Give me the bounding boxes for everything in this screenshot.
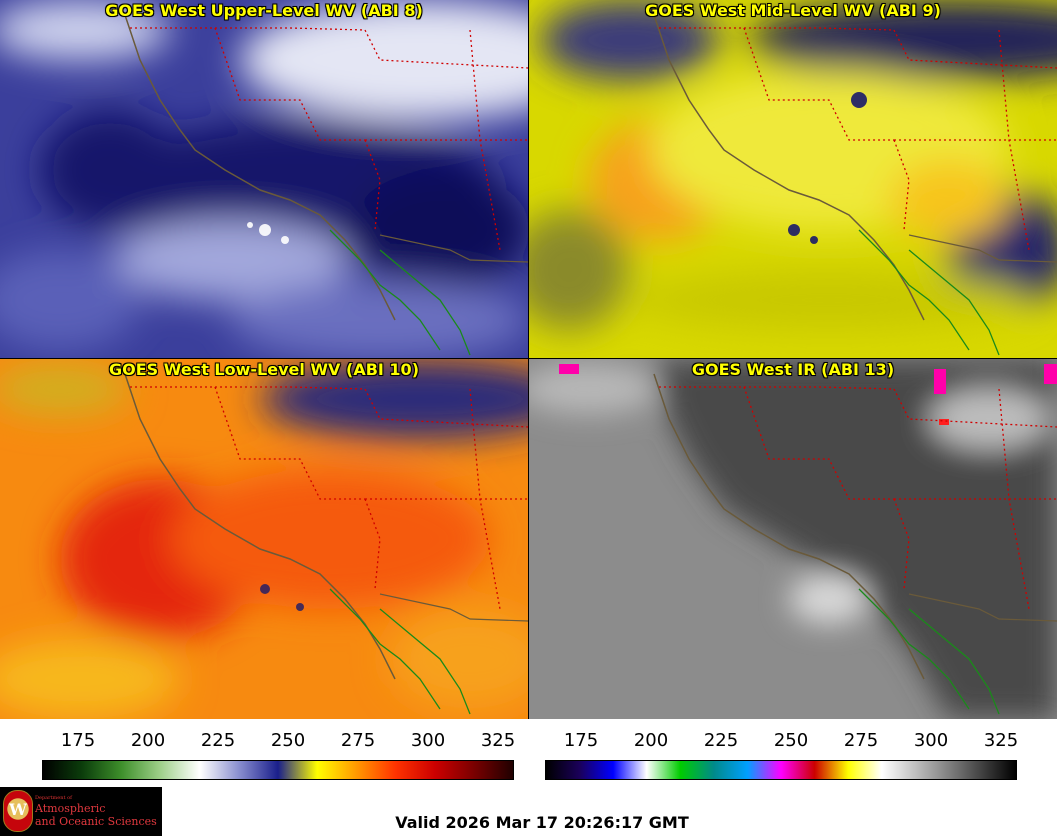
panel-low-level-wv: GOES West Low-Level WV (ABI 10) (0, 359, 528, 719)
panel-title: GOES West Upper-Level WV (ABI 8) (105, 1, 423, 20)
logo-dept: Department of (35, 795, 72, 801)
satellite-image-ir (529, 359, 1057, 719)
aos-logo: W Department of Atmospheric and Oceanic … (0, 787, 162, 836)
panel-ir: GOES West IR (ABI 13) (529, 359, 1057, 719)
logo-line2: and Oceanic Sciences (35, 815, 157, 828)
satellite-image-mid-wv (529, 0, 1057, 358)
colorbar-tick-label: 175 (563, 730, 599, 751)
colorbar-tick-label: 325 (983, 730, 1019, 751)
colorbar-tick-label: 325 (480, 730, 516, 751)
satellite-image-upper-wv (0, 0, 528, 358)
panel-title: GOES West Low-Level WV (ABI 10) (108, 360, 419, 379)
colorbar-tick-label: 250 (270, 730, 306, 751)
colorbar-tick-label: 300 (913, 730, 949, 751)
panel-divider-horizontal (0, 358, 1057, 359)
logo-line1: Atmospheric (35, 802, 106, 815)
panel-title: GOES West IR (ABI 13) (691, 360, 895, 379)
colorbar-tick-label: 200 (130, 730, 166, 751)
colorbar-ticks: 175 200 225 250 275 300 325 (529, 730, 1057, 752)
colorbar-tick-label: 200 (633, 730, 669, 751)
panel-upper-level-wv: GOES West Upper-Level WV (ABI 8) (0, 0, 528, 358)
colorbar-strip (42, 760, 514, 780)
panel-divider-vertical (528, 0, 529, 719)
valid-timestamp: Valid 2026 Mar 17 20:26:17 GMT (395, 813, 689, 832)
panel-title: GOES West Mid-Level WV (ABI 9) (645, 1, 941, 20)
satellite-image-low-wv (0, 359, 528, 719)
colorbar-ticks: 175 200 225 250 275 300 325 (0, 730, 528, 752)
panel-mid-level-wv: GOES West Mid-Level WV (ABI 9) (529, 0, 1057, 358)
colorbar-wv: 175 200 225 250 275 300 325 (0, 720, 528, 782)
colorbar-strip (545, 760, 1017, 780)
colorbar-tick-label: 225 (200, 730, 236, 751)
colorbar-tick-label: 225 (703, 730, 739, 751)
colorbar-tick-label: 275 (340, 730, 376, 751)
colorbar-tick-label: 250 (773, 730, 809, 751)
uw-seal-icon: W (3, 790, 33, 832)
colorbar-tick-label: 175 (60, 730, 96, 751)
colorbar-tick-label: 300 (410, 730, 446, 751)
colorbar-tick-label: 275 (843, 730, 879, 751)
colorbar-ir: 175 200 225 250 275 300 325 (529, 720, 1057, 782)
